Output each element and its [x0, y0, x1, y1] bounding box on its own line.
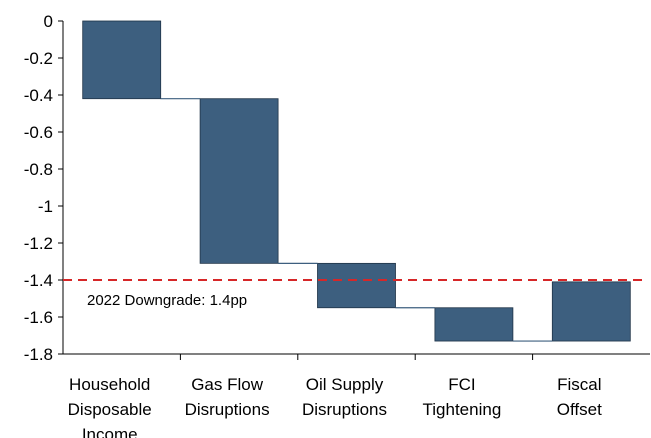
waterfall-bar	[551, 281, 631, 342]
category-label: Offset	[557, 400, 602, 419]
y-tick-label: -1	[38, 197, 53, 216]
waterfall-bar	[82, 20, 162, 100]
y-tick-label: -0.8	[24, 160, 53, 179]
y-tick-label: -1.2	[24, 234, 53, 253]
bars-group	[82, 20, 631, 342]
waterfall-bar	[199, 98, 279, 264]
category-label: Disruptions	[185, 400, 270, 419]
y-tick-label: 0	[44, 12, 53, 31]
y-tick-label: -1.6	[24, 308, 53, 327]
y-tick-label: -1.4	[24, 271, 53, 290]
y-tick-label: -1.8	[24, 345, 53, 364]
category-label: Tightening	[423, 400, 502, 419]
category-label: Oil Supply	[306, 375, 384, 394]
waterfall-bar	[434, 307, 514, 342]
x-axis	[63, 353, 650, 360]
category-label: FCI	[448, 375, 475, 394]
y-axis: 0 -0.2 -0.4 -0.6 -0.8 -1 -1.2 -1.4 -1.6 -1.8	[24, 12, 64, 364]
y-tick-label: -0.6	[24, 123, 53, 142]
category-label: Income	[82, 425, 138, 438]
category-label: Disposable	[68, 400, 152, 419]
y-tick-label: -0.4	[24, 86, 53, 105]
y-tick-label: -0.2	[24, 49, 53, 68]
category-label: Gas Flow	[191, 375, 264, 394]
connectors-group	[160, 98, 553, 342]
waterfall-bar	[317, 262, 396, 309]
category-label: Household	[69, 375, 150, 394]
category-label: Disruptions	[302, 400, 387, 419]
reference-line-label: 2022 Downgrade: 1.4pp	[87, 292, 247, 309]
category-label: Fiscal	[557, 375, 601, 394]
reference-line-group: 2022 Downgrade: 1.4pp	[63, 279, 644, 309]
category-labels: Household Disposable Income Gas Flow Disrupt…	[68, 375, 602, 438]
